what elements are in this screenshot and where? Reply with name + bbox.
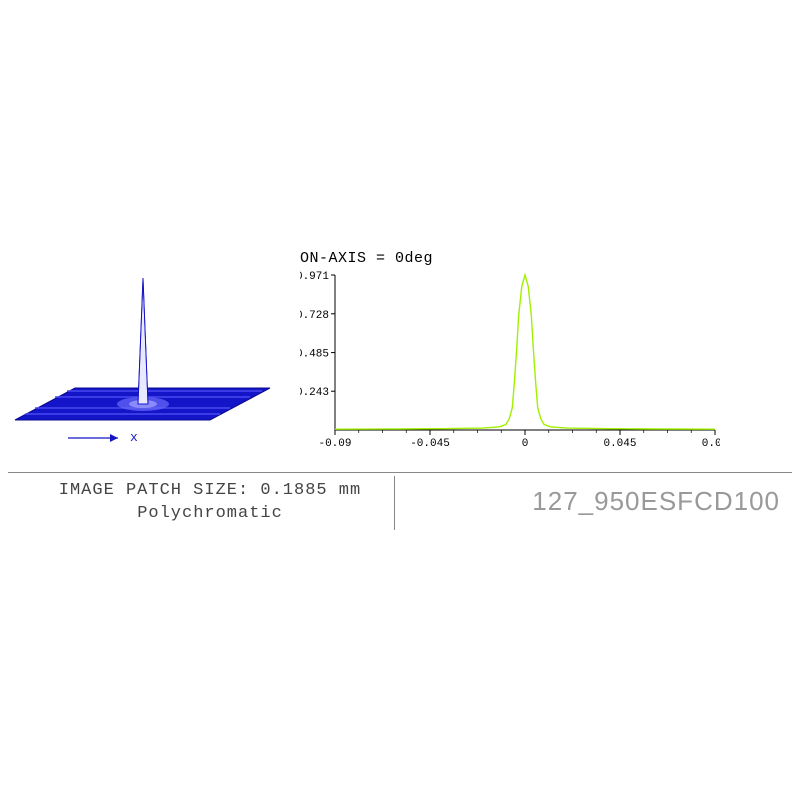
psf-linecut-chart: -0.09 -0.045 0 0.045 0.09 0.243 0.485 0.728 0.97… <box>300 250 730 450</box>
top-panel: ON-AXIS = 0deg <box>0 250 800 470</box>
x-axis-label: x <box>130 430 138 445</box>
figure-canvas: ON-AXIS = 0deg <box>0 0 800 800</box>
linecut-svg: -0.09 -0.045 0 0.045 0.09 0.243 0.485 0.728 0.97… <box>300 250 720 450</box>
footer-left: IMAGE PATCH SIZE: 0.1885 mm Polychromati… <box>30 480 390 526</box>
psf-spike <box>138 278 148 404</box>
mode-text: Polychromatic <box>30 503 390 526</box>
x-tick-label: 0.045 <box>603 438 636 450</box>
x-tick-label: 0 <box>522 438 529 450</box>
horizontal-divider <box>8 472 792 473</box>
model-name-text: 127_950ESFCD100 <box>532 486 780 516</box>
psf-3d-svg <box>10 270 280 470</box>
footer-right: 127_950ESFCD100 <box>420 486 780 517</box>
psf-curve <box>335 275 715 429</box>
x-tick-label: -0.09 <box>318 438 351 450</box>
psf-3d-plot: x <box>10 270 280 450</box>
x-axis-arrowhead <box>110 434 118 442</box>
y-tick-label: 0.485 <box>300 349 329 361</box>
y-tick-label: 0.728 <box>300 310 329 322</box>
y-tick-label: 0.971 <box>300 271 329 283</box>
vertical-divider <box>394 476 395 530</box>
x-tick-label: -0.045 <box>410 438 450 450</box>
image-patch-size-text: IMAGE PATCH SIZE: 0.1885 mm <box>30 480 390 503</box>
y-tick-label: 0.243 <box>300 387 329 399</box>
x-tick-label: 0.09 <box>702 438 720 450</box>
